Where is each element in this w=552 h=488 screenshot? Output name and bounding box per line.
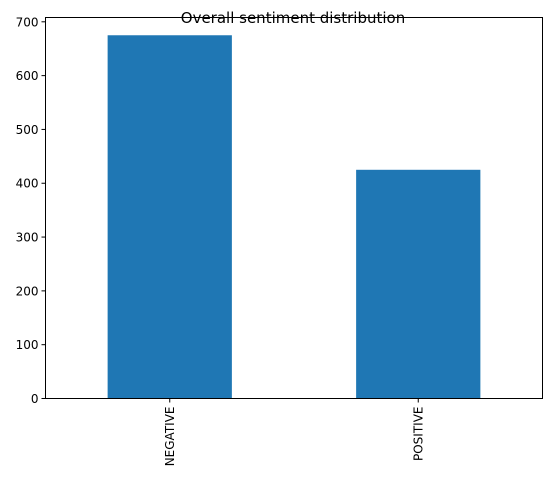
y-tick-label: 500	[16, 123, 39, 137]
bar-positive	[356, 169, 481, 399]
bars-group	[107, 35, 481, 399]
y-tick-label: 200	[16, 284, 39, 298]
y-tick-label: 300	[16, 231, 39, 245]
x-axis: NEGATIVE POSITIVE	[163, 398, 425, 467]
y-tick-label: 0	[31, 392, 39, 406]
x-tick-label-negative: NEGATIVE	[163, 407, 177, 467]
y-axis: 0 100 200 300 400 500 600 700	[16, 15, 46, 406]
bar-negative	[107, 35, 232, 399]
y-tick-label: 600	[16, 69, 39, 83]
x-tick-label-positive: POSITIVE	[411, 407, 425, 462]
y-tick-label: 700	[16, 15, 39, 29]
y-tick-label: 400	[16, 177, 39, 191]
plot-frame	[45, 17, 543, 399]
y-tick-label: 100	[16, 338, 39, 352]
